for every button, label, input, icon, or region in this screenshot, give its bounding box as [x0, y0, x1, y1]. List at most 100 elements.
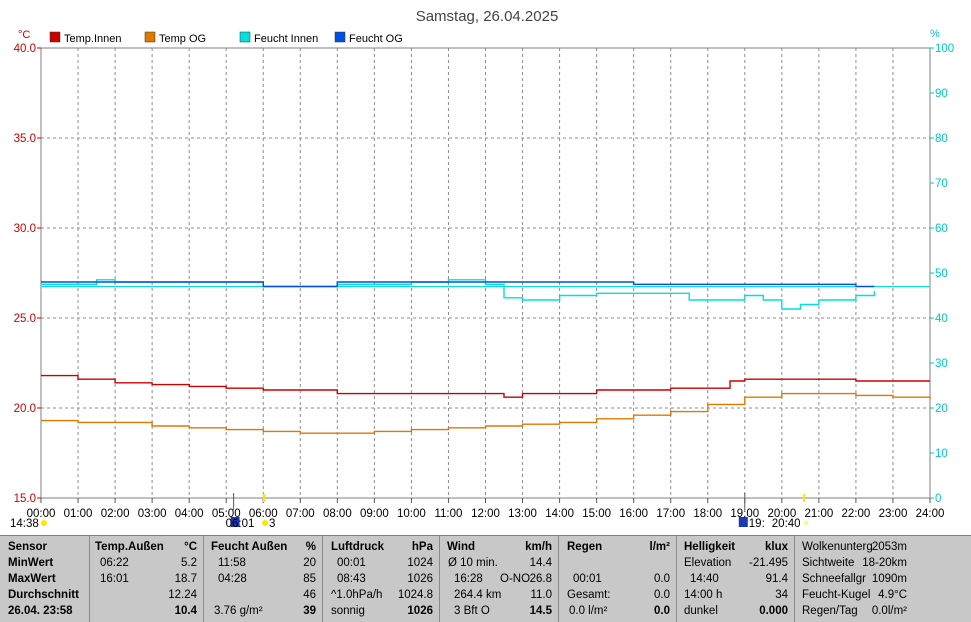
sunset-icon [738, 517, 748, 527]
x-tick-label: 09:00 [360, 508, 389, 520]
temp-max-value: 18.7 [174, 573, 197, 585]
x-tick-label: 23:00 [879, 508, 908, 520]
row-label-avg: Durchschnitt [8, 589, 79, 601]
x-tick-label: 13:00 [508, 508, 537, 520]
pressure-min-value: 1024 [407, 557, 433, 569]
sensor-section: Sensor MinWert MaxWert Durchschnitt 26.0… [0, 536, 90, 622]
row-label-current: 26.04. 23:58 [8, 605, 73, 617]
sunset-time: 19: [749, 518, 765, 530]
pressure-section: Luftdruck hPa 00:01 1024 08:43 1026 ^1.0hPa… [323, 536, 440, 622]
y-left-unit: °C [18, 29, 30, 41]
humidity-max-value: 85 [303, 573, 316, 585]
humidity-unit: % [305, 541, 316, 553]
x-tick-label: 04:00 [175, 508, 204, 520]
temp-section: Temp.Außen °C 06:22 5.2 16:01 18.7 12.24 10… [90, 536, 204, 622]
legend-label: Feucht OG [349, 33, 403, 45]
elevation-value: -21.495 [748, 557, 788, 569]
temp-min-value: 5.2 [181, 557, 197, 569]
humidity-section: Feucht Außen% 11:58 20 04:28 85 46 3.76 g/… [204, 536, 323, 622]
wind-run: 264.4 km [454, 589, 502, 601]
row-label-min: MinWert [8, 557, 54, 569]
chart-grid [41, 48, 930, 498]
temp-current-value: 10.4 [174, 605, 197, 617]
wind-header: Wind [447, 541, 475, 553]
legend-label: Feucht Innen [254, 33, 318, 45]
sun-markers: 14:38 06:01 3 19: 20:40 [10, 493, 809, 530]
y-right-tick-label: 30 [935, 358, 948, 370]
y-right-tick-label: 0 [935, 493, 941, 505]
sunrise-icon [230, 517, 240, 527]
x-tick-label: 17:00 [656, 508, 685, 520]
y-left-tick-label: 25.0 [14, 313, 36, 325]
rain-max-value: 0.0 [654, 573, 670, 585]
brightness-max-time: 14:40 [690, 573, 719, 585]
rain-rate: 0.0 l/m² [569, 605, 608, 617]
wind-max-value: 26.8 [529, 573, 552, 585]
legend-swatch [239, 31, 251, 43]
sunrise-sun-icon [261, 520, 268, 526]
series-line-feuchtog [41, 281, 875, 288]
y-right-tick-label: 80 [935, 133, 948, 145]
series-line-tempinnen [41, 374, 930, 398]
y-right-tick-label: 20 [935, 403, 948, 415]
rain-total-value: 0.0 [654, 589, 670, 601]
wetbulb-value: 4.9°C [878, 589, 907, 601]
elevation-label: Elevation [684, 557, 732, 569]
brightness-max-value: 91.4 [765, 573, 788, 585]
brightness-unit: klux [764, 541, 788, 553]
x-tick-label: 08:00 [323, 508, 352, 520]
chart-title: Samstag, 26.04.2025 [416, 8, 559, 25]
y-right-tick-label: 50 [935, 268, 948, 280]
wind-current-value: 14.5 [529, 605, 552, 617]
humidity-absolute: 3.76 g/m² [214, 605, 263, 617]
legend-swatch [144, 31, 156, 43]
x-tick-label: 02:00 [101, 508, 130, 520]
extra-section: Wolkenunterg 2053m Sichtweite 18-20km Schn… [795, 536, 971, 622]
pressure-header: Luftdruck [331, 541, 385, 553]
pressure-forecast: sonnig [331, 605, 365, 617]
rain-current-value: 0.0 [654, 605, 670, 617]
rain-day-value: 0.0l/m² [871, 605, 907, 617]
x-tick-label: 03:00 [138, 508, 167, 520]
pressure-min-time: 00:01 [337, 557, 366, 569]
brightness-section: Helligkeit klux Elevation -21.495 14:40 91.… [677, 536, 795, 622]
x-tick-label: 20:00 [767, 508, 796, 520]
pressure-unit: hPa [411, 541, 433, 553]
sunset-sun-icon [803, 520, 809, 526]
sunset-extra: 20:40 [772, 518, 801, 530]
rain-day-label: Regen/Tag [802, 605, 858, 617]
wind-max-direction: O-NO [500, 573, 531, 585]
rain-total-label: Gesamt: [567, 589, 611, 601]
y-right-tick-label: 60 [935, 223, 948, 235]
pressure-max-value: 1026 [407, 573, 433, 585]
y-right-tick-label: 100 [935, 43, 954, 55]
humidity-max-time: 04:28 [218, 573, 247, 585]
wind-section: Wind km/h Ø 10 min. 14.4 16:28 O-NO 26.8 264… [440, 536, 559, 622]
y-left-tick-label: 35.0 [14, 133, 36, 145]
sunrise-extra: 3 [269, 518, 275, 530]
humidity-avg-value: 46 [303, 589, 316, 601]
sun-left-time: 14:38 [10, 518, 39, 530]
y-left-tick-label: 30.0 [14, 223, 36, 235]
cloud-base-label: Wolkenunterg [802, 541, 873, 553]
wind-max-time: 16:28 [454, 573, 483, 585]
y-right-unit: % [930, 28, 940, 40]
brightness-state: dunkel [684, 605, 718, 617]
humidity-min-value: 20 [303, 557, 316, 569]
rain-header: Regen [567, 541, 603, 553]
temp-max-time: 16:01 [100, 573, 129, 585]
rain-unit: l/m² [649, 541, 670, 553]
visibility-label: Sichtweite [802, 557, 855, 569]
cloud-base-value: 2053m [871, 541, 907, 553]
x-tick-label: 10:00 [397, 508, 426, 520]
x-tick-label: 15:00 [582, 508, 611, 520]
series-line-tempog [41, 392, 931, 434]
wetbulb-label: Feucht-Kugel [802, 589, 871, 601]
chart-series [41, 279, 931, 434]
brightness-current-value: 0.000 [759, 605, 788, 617]
wind-avg-label: Ø 10 min. [448, 557, 498, 569]
humidity-header: Feucht Außen [211, 541, 288, 553]
sunshine-value: 34 [775, 589, 788, 601]
sunrise-time: 06:01 [226, 518, 255, 530]
x-tick-label: 22:00 [842, 508, 871, 520]
